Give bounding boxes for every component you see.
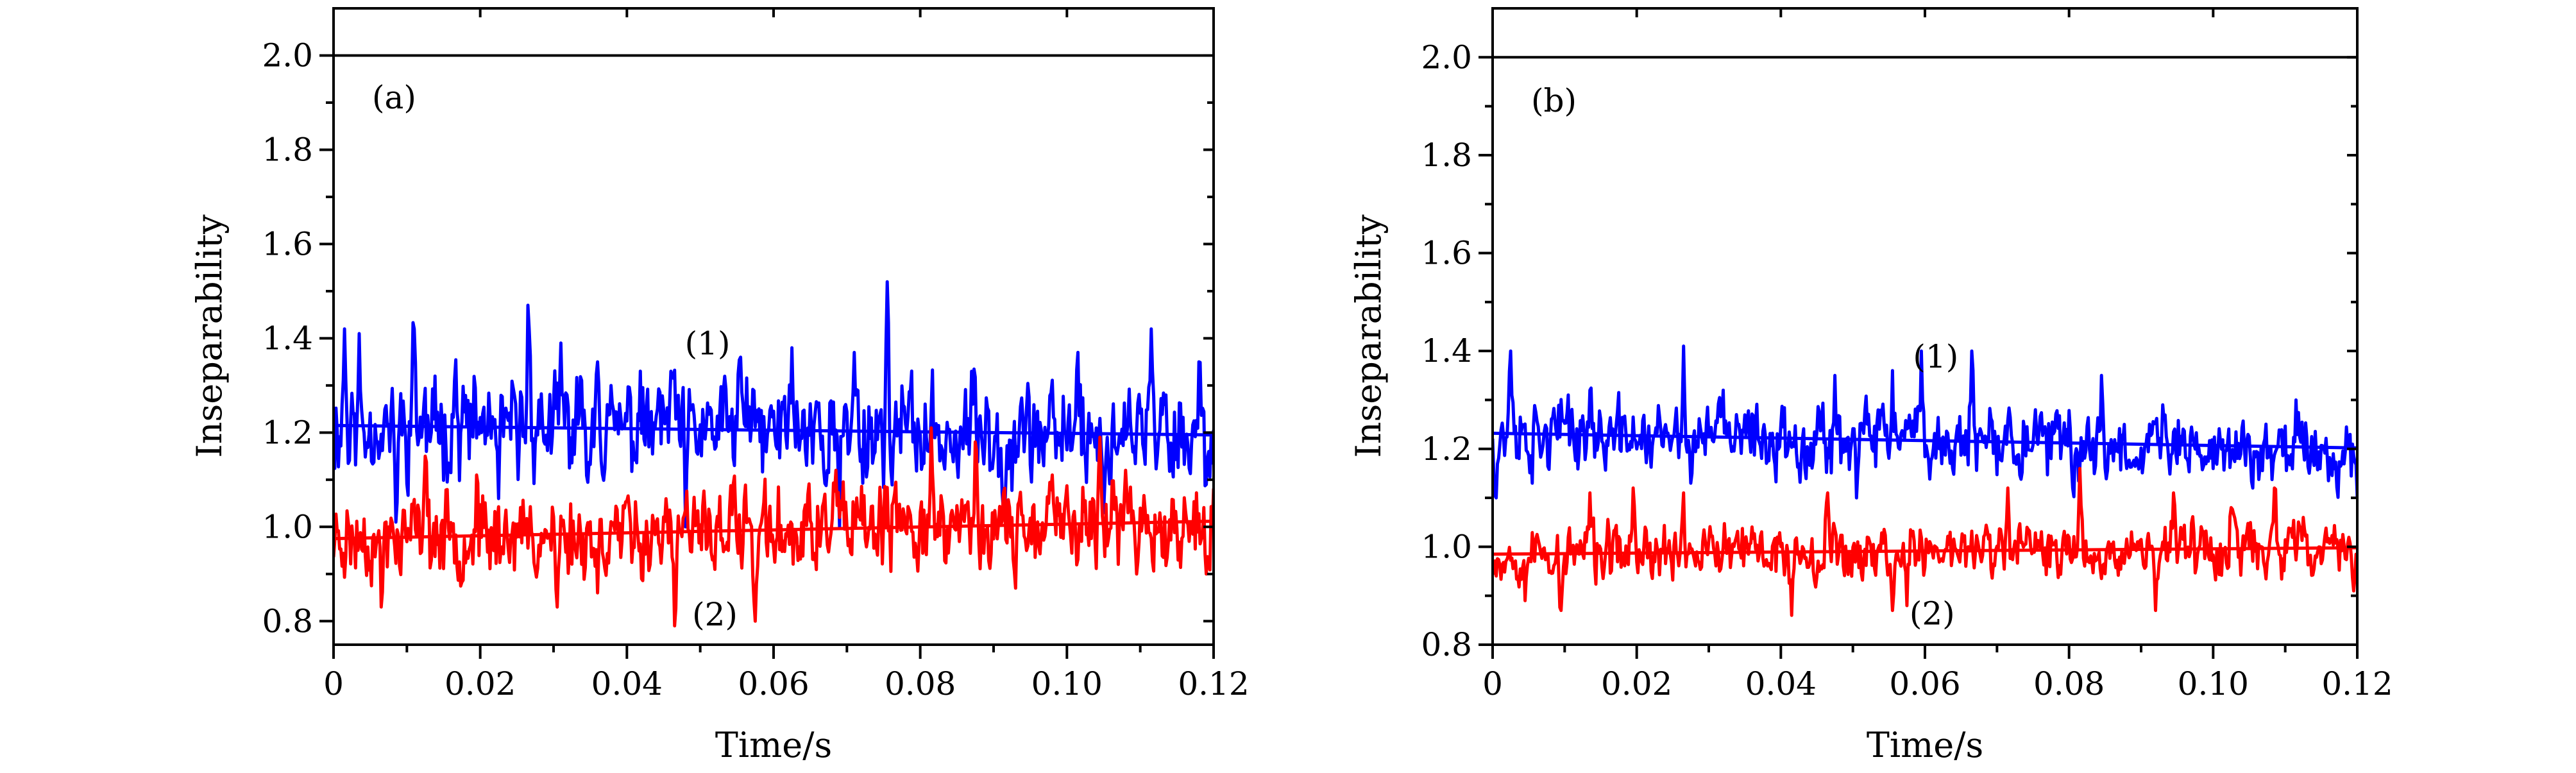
y-tick-label: 1.8 bbox=[262, 131, 313, 168]
curve-annotation: (2) bbox=[1910, 595, 1955, 632]
x-tick-label: 0 bbox=[323, 665, 344, 702]
x-tick-label: 0.04 bbox=[1745, 665, 1817, 702]
x-tick-label: 0.12 bbox=[1178, 665, 1249, 702]
x-axis-title: Time/s bbox=[1867, 725, 1983, 765]
curve-annotation: (2) bbox=[692, 596, 738, 633]
y-tick-label: 1.6 bbox=[1421, 235, 1472, 272]
x-tick-label: 0.06 bbox=[1889, 665, 1960, 702]
x-tick-label: 0.12 bbox=[2321, 665, 2393, 702]
x-axis-title: Time/s bbox=[715, 725, 832, 765]
x-tick-label: 0.08 bbox=[885, 665, 956, 702]
fit-line-1 bbox=[334, 423, 1214, 437]
chart-panel-1: 0 0.02 0.04 0.06 0.08 0.10 0.12 0.8 1.0 1.2 1.4 1.6… bbox=[189, 7, 1250, 765]
series-line-1 bbox=[1493, 344, 2357, 500]
y-tick-label: 0.8 bbox=[262, 602, 313, 640]
fit-line-2 bbox=[1493, 546, 2357, 556]
y-tick-label: 2.0 bbox=[1421, 38, 1472, 76]
y-axis-title: Inseparability bbox=[189, 214, 230, 458]
panel-label: (b) bbox=[1531, 82, 1577, 119]
y-tick-label: 1.8 bbox=[1421, 137, 1472, 174]
y-tick-label: 1.6 bbox=[262, 225, 313, 262]
series-line-1 bbox=[334, 280, 1214, 529]
fit-line-2 bbox=[334, 519, 1214, 541]
chart-panel-2: 0 0.02 0.04 0.06 0.08 0.10 0.12 0.8 1.0 1.2 1.4 1.6… bbox=[1348, 7, 2393, 765]
plot-area bbox=[1493, 56, 2357, 617]
x-tick-label: 0.10 bbox=[1031, 665, 1103, 702]
x-tick-label: 0.08 bbox=[2033, 665, 2105, 702]
x-tick-label: 0.02 bbox=[445, 665, 516, 702]
y-axis-title: Inseparability bbox=[1348, 214, 1389, 458]
y-tick-label: 0.8 bbox=[1421, 626, 1472, 663]
curve-annotation: (1) bbox=[1913, 338, 1958, 375]
x-tick-label: 0.06 bbox=[738, 665, 809, 702]
y-tick-label: 1.2 bbox=[262, 414, 313, 451]
x-tick-label: 0.04 bbox=[591, 665, 663, 702]
series-line-2 bbox=[334, 426, 1214, 628]
y-tick-label: 1.4 bbox=[262, 319, 313, 357]
y-tick-label: 2.0 bbox=[262, 37, 313, 74]
x-tick-label: 0.10 bbox=[2178, 665, 2249, 702]
plot-area bbox=[334, 54, 1214, 628]
y-tick-label: 1.0 bbox=[1421, 528, 1472, 565]
fit-line-1 bbox=[1493, 431, 2357, 450]
y-tick-label: 1.2 bbox=[1421, 430, 1472, 468]
series-line-2 bbox=[1493, 466, 2357, 617]
x-tick-label: 0.02 bbox=[1601, 665, 1672, 702]
curve-annotation: (1) bbox=[685, 325, 731, 362]
panel-label: (a) bbox=[372, 79, 416, 116]
y-tick-label: 1.0 bbox=[262, 508, 313, 545]
y-tick-label: 1.4 bbox=[1421, 332, 1472, 370]
x-tick-label: 0 bbox=[1482, 665, 1503, 702]
